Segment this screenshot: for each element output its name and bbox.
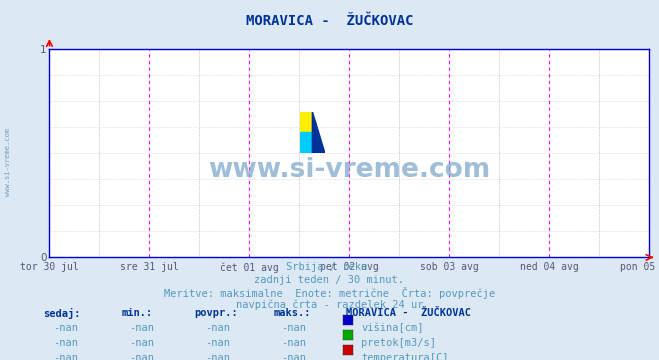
Text: MORAVICA -  ŽUČKOVAC: MORAVICA - ŽUČKOVAC (246, 14, 413, 28)
Text: -nan: -nan (205, 323, 230, 333)
Text: sedaj:: sedaj: (43, 308, 80, 319)
Text: www.si-vreme.com: www.si-vreme.com (208, 157, 490, 183)
Text: -nan: -nan (205, 338, 230, 348)
Text: -nan: -nan (129, 353, 154, 360)
Text: temperatura[C]: temperatura[C] (361, 353, 449, 360)
Text: pretok[m3/s]: pretok[m3/s] (361, 338, 436, 348)
Text: -nan: -nan (129, 323, 154, 333)
Text: Meritve: maksimalne  Enote: metrične  Črta: povprečje: Meritve: maksimalne Enote: metrične Črta… (164, 287, 495, 299)
Polygon shape (300, 112, 312, 132)
Text: višina[cm]: višina[cm] (361, 323, 424, 333)
Text: navpična črta - razdelek 24 ur: navpična črta - razdelek 24 ur (236, 300, 423, 310)
Text: -nan: -nan (53, 338, 78, 348)
Text: zadnji teden / 30 minut.: zadnji teden / 30 minut. (254, 275, 405, 285)
Text: maks.:: maks.: (273, 308, 311, 318)
Text: Srbija / reke.: Srbija / reke. (286, 262, 373, 272)
Text: -nan: -nan (281, 338, 306, 348)
Text: www.si-vreme.com: www.si-vreme.com (5, 128, 11, 196)
Text: -nan: -nan (281, 323, 306, 333)
Text: -nan: -nan (53, 353, 78, 360)
Text: -nan: -nan (53, 323, 78, 333)
Text: MORAVICA -  ŽUČKOVAC: MORAVICA - ŽUČKOVAC (346, 308, 471, 318)
Text: povpr.:: povpr.: (194, 308, 238, 318)
Polygon shape (312, 112, 325, 153)
Text: -nan: -nan (205, 353, 230, 360)
Polygon shape (300, 132, 312, 153)
Text: -nan: -nan (129, 338, 154, 348)
Text: -nan: -nan (281, 353, 306, 360)
Text: min.:: min.: (122, 308, 153, 318)
